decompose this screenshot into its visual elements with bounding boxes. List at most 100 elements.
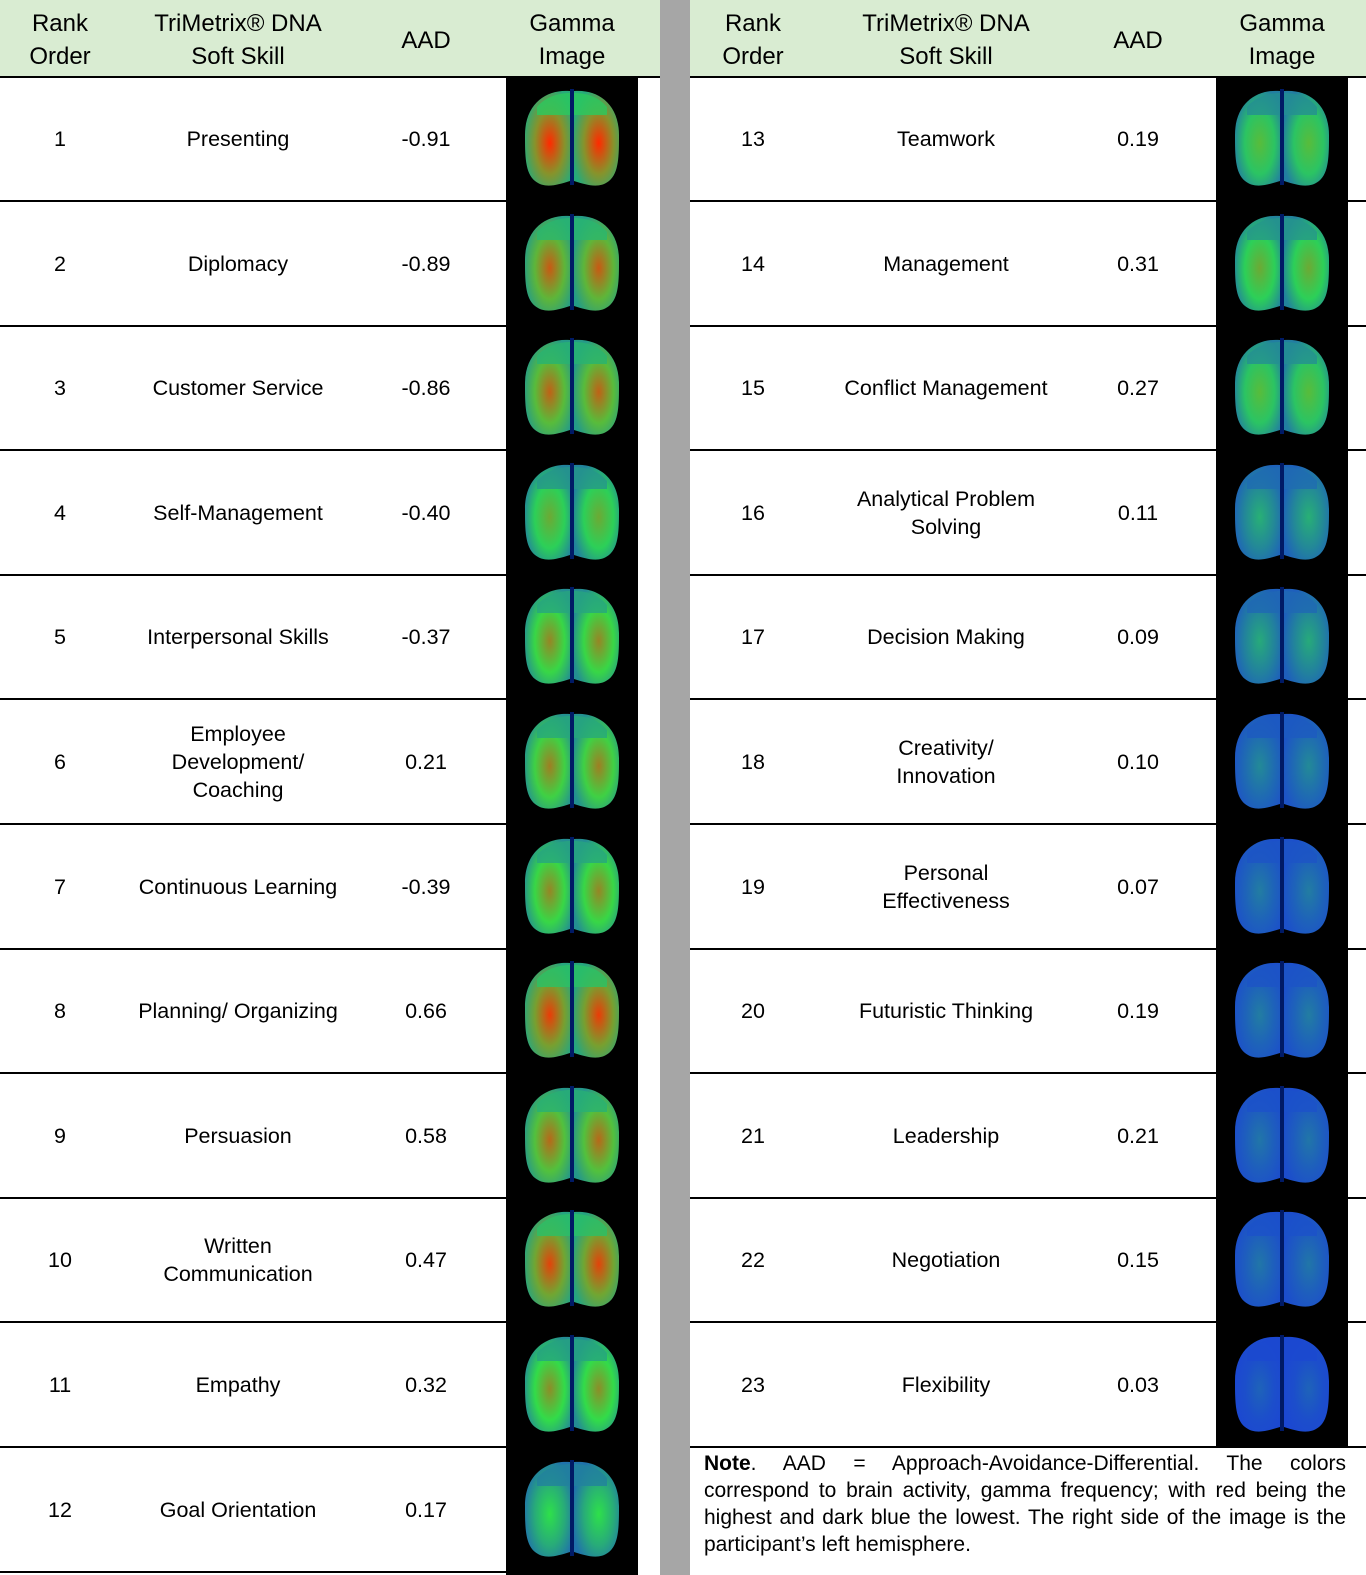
- rank-cell: 23: [741, 1373, 765, 1397]
- skill-cell: Conflict Management: [844, 376, 1048, 401]
- gamma-image: [506, 701, 638, 823]
- brain-gamma-icon: [1235, 1210, 1329, 1308]
- gamma-image: [1216, 950, 1348, 1072]
- table-row: 15 Conflict Management 0.27: [690, 327, 1366, 452]
- brain-gamma-icon: [525, 462, 619, 560]
- table-note: Note. AAD = Approach-Avoidance-Different…: [704, 1450, 1346, 1558]
- rank-cell: 2: [54, 251, 66, 276]
- table-row: 2 Diplomacy -0.89: [0, 203, 660, 327]
- brain-gamma-icon: [525, 1335, 619, 1432]
- row-rule: [0, 573, 632, 576]
- rank-cell: 13: [741, 127, 765, 151]
- gamma-image: [1216, 1324, 1348, 1446]
- brain-gamma-icon: [1235, 836, 1329, 934]
- rank-cell: 18: [741, 750, 765, 774]
- gamma-image: [506, 950, 638, 1072]
- aad-cell: -0.86: [401, 376, 451, 401]
- aad-cell: -0.37: [401, 625, 451, 650]
- skill-cell: Decision Making: [867, 625, 1025, 650]
- column-divider: [660, 0, 690, 1575]
- row-rule: [0, 1072, 632, 1075]
- gamma-image: [1216, 701, 1348, 823]
- aad-cell: 0.07: [1117, 874, 1159, 899]
- brain-gamma-icon: [525, 1085, 619, 1183]
- gamma-image: [1216, 327, 1348, 449]
- gamma-image: [1216, 1199, 1348, 1321]
- brain-gamma-icon: [525, 836, 619, 934]
- header-rank: Rank Order: [29, 10, 91, 70]
- gamma-image: [1216, 1075, 1348, 1197]
- row-rule: [690, 698, 1366, 701]
- aad-cell: -0.39: [401, 874, 451, 899]
- gamma-image: [506, 327, 638, 449]
- aad-cell: 0.32: [405, 1373, 447, 1397]
- row-rule: [0, 1570, 632, 1573]
- gamma-image: [1216, 576, 1348, 698]
- row-rule: [690, 573, 1366, 576]
- rank-cell: 16: [741, 500, 765, 525]
- aad-cell: -0.40: [401, 500, 451, 525]
- table-row: 11 Empathy 0.32: [0, 1324, 660, 1448]
- gamma-image: [506, 203, 638, 325]
- row-rule: [690, 1196, 1366, 1199]
- aad-cell: 0.21: [405, 750, 447, 774]
- skill-cell: Teamwork: [897, 127, 995, 151]
- skill-cell: Futuristic Thinking: [858, 999, 1034, 1024]
- brain-gamma-icon: [1235, 462, 1329, 560]
- header-gamma: Gamma Image: [529, 10, 615, 70]
- brain-gamma-icon: [1235, 338, 1329, 435]
- brain-gamma-icon: [1235, 961, 1329, 1058]
- rank-cell: 20: [741, 999, 765, 1024]
- row-rule: [690, 200, 1366, 202]
- table-row: 18 Creativity/ Innovation 0.10: [690, 701, 1366, 825]
- rank-cell: 4: [54, 500, 66, 525]
- row-rule: [690, 1072, 1366, 1075]
- brain-gamma-icon: [525, 1210, 619, 1308]
- table-row: 5 Interpersonal Skills -0.37: [0, 576, 660, 701]
- header-skill: TriMetrix® DNA Soft Skill: [862, 10, 1030, 70]
- row-rule: [690, 947, 1366, 950]
- rank-cell: 21: [741, 1123, 765, 1148]
- table-row: 12 Goal Orientation 0.17: [0, 1449, 660, 1573]
- aad-cell: -0.91: [401, 127, 451, 151]
- header-skill: TriMetrix® DNA Soft Skill: [154, 10, 322, 70]
- brain-gamma-icon: [1235, 213, 1329, 311]
- row-rule: [0, 324, 632, 327]
- gamma-image: [506, 78, 638, 200]
- table-row: 8 Planning/ Organizing 0.66: [0, 950, 660, 1075]
- row-rule: [0, 947, 632, 950]
- skill-cell: Personal Effectiveness: [882, 860, 1010, 913]
- gamma-image: [506, 1449, 638, 1571]
- aad-cell: 0.10: [1117, 750, 1159, 774]
- skill-cell: Management: [883, 251, 1009, 276]
- gamma-image: [1216, 452, 1348, 574]
- skill-cell: Interpersonal Skills: [147, 625, 329, 650]
- rank-cell: 22: [741, 1248, 765, 1273]
- rank-cell: 3: [54, 376, 66, 401]
- gamma-image: [506, 1199, 638, 1321]
- row-rule: [690, 1321, 1366, 1324]
- rank-cell: 5: [54, 625, 66, 650]
- table-row: 16 Analytical Problem Solving 0.11: [690, 452, 1366, 576]
- row-rule: [0, 449, 632, 452]
- brain-gamma-icon: [1235, 1335, 1329, 1432]
- brain-gamma-icon: [1235, 712, 1329, 809]
- gamma-image: [1216, 203, 1348, 325]
- table-row: 13 Teamwork 0.19: [690, 78, 1366, 202]
- brain-gamma-icon: [525, 961, 619, 1058]
- brain-gamma-icon: [1235, 89, 1329, 186]
- header-rank: Rank Order: [722, 10, 784, 70]
- row-rule: [0, 823, 632, 825]
- rank-cell: 15: [741, 376, 765, 401]
- aad-cell: 0.03: [1117, 1373, 1159, 1397]
- rank-cell: 9: [54, 1123, 66, 1148]
- brain-gamma-icon: [1235, 587, 1329, 685]
- table-row: 9 Persuasion 0.58: [0, 1075, 660, 1199]
- skill-cell: Planning/ Organizing: [138, 999, 338, 1024]
- row-rule: [690, 1446, 1366, 1448]
- table-row: 17 Decision Making 0.09: [690, 576, 1366, 701]
- aad-cell: 0.31: [1117, 251, 1159, 276]
- table-row: 21 Leadership 0.21: [690, 1075, 1366, 1199]
- rank-cell: 7: [54, 874, 66, 899]
- brain-gamma-icon: [525, 338, 619, 435]
